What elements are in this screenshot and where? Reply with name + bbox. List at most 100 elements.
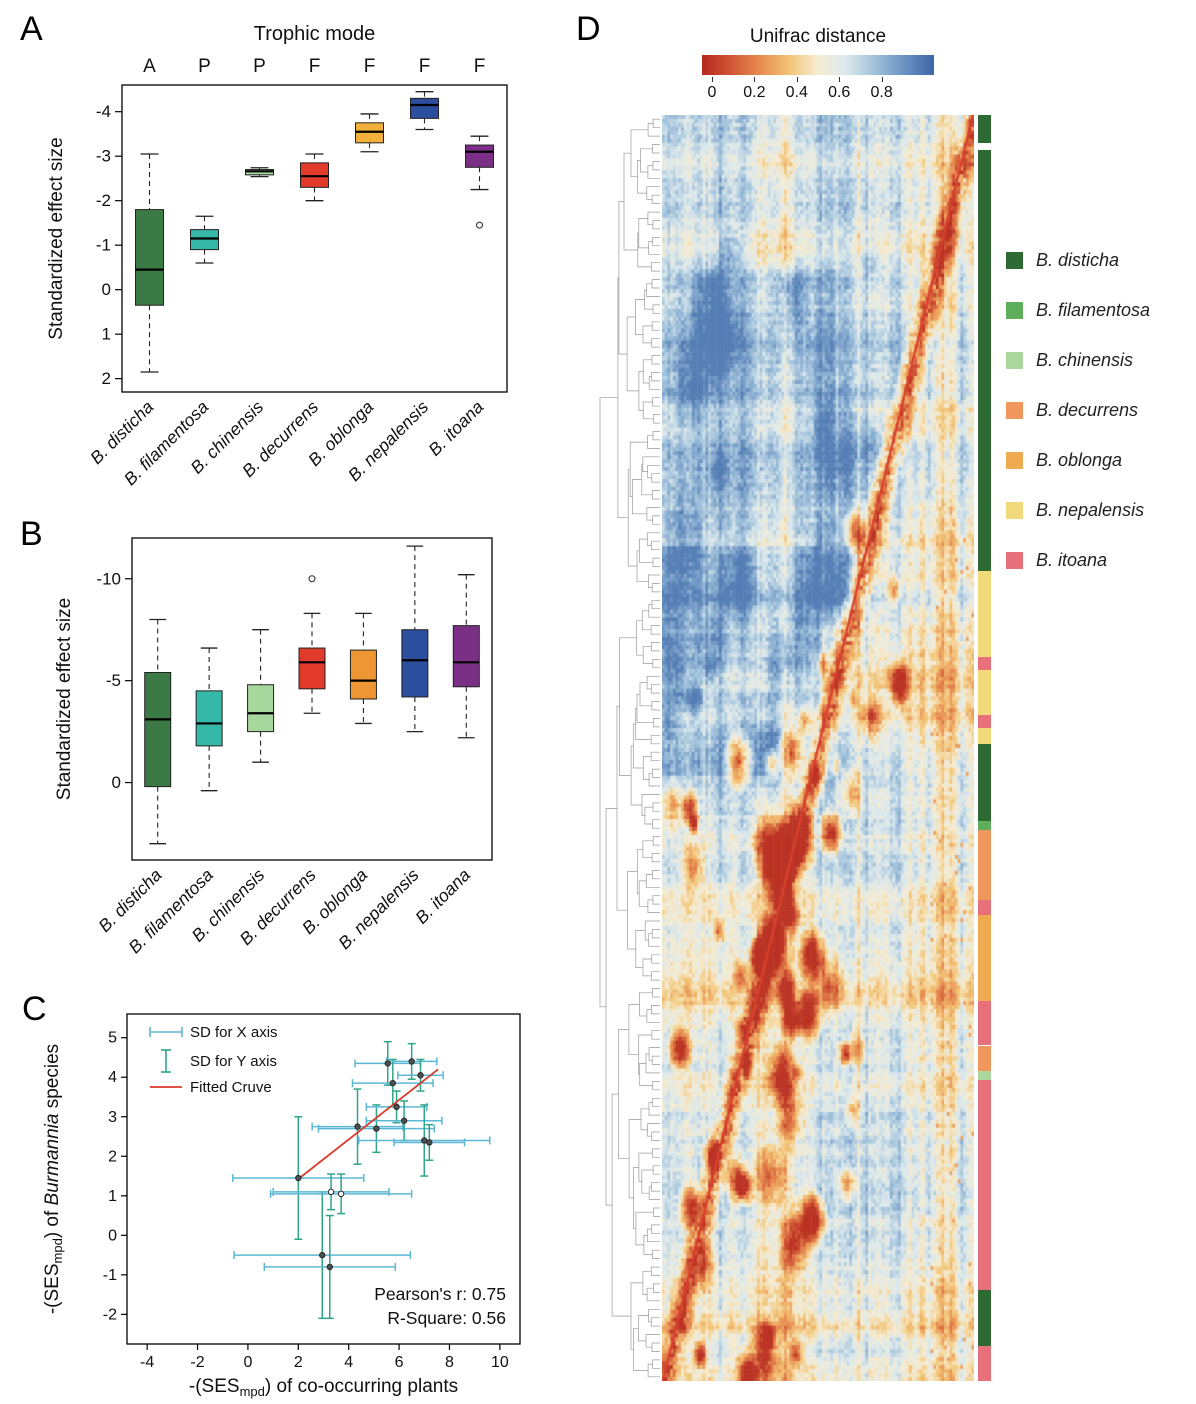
dendrogram — [599, 118, 660, 1378]
strip-segment — [978, 570, 991, 657]
strip-segment — [978, 715, 991, 728]
trophic-mode-letter: P — [198, 56, 211, 77]
plot-frame — [131, 537, 493, 861]
legend-item: B. nepalensis — [1006, 500, 1150, 521]
legend-label: SD for Y axis — [190, 1053, 277, 1070]
boxplot-b-disticha — [144, 618, 172, 845]
data-point — [373, 1125, 380, 1132]
box — [410, 97, 439, 119]
strip-segment — [978, 656, 991, 670]
data-point — [337, 1190, 345, 1198]
legend-species-label: B. filamentosa — [1036, 300, 1151, 320]
box — [135, 209, 164, 306]
colorbar-tick-label: 0.2 — [743, 84, 766, 101]
data-point — [417, 1072, 424, 1079]
heatmap-species-legend: B. disticha B. filamentosa B. chinensis B. … — [1006, 250, 1150, 571]
box — [144, 672, 172, 788]
legend-item: B. itoana — [1006, 550, 1150, 571]
y-tick-label: 3 — [108, 1109, 117, 1126]
y-tick-label: 2 — [102, 369, 111, 388]
legend-item: B. chinensis — [1006, 350, 1150, 371]
boxplot-b-filamentosa — [195, 647, 223, 792]
boxplot-b-chinensis — [245, 167, 274, 178]
strip-segment — [978, 1070, 991, 1080]
boxplot-panel-a: Trophic mode Standardized effect size -4 -3… — [46, 23, 508, 489]
x-tick-label: 2 — [294, 1354, 303, 1371]
boxplot-b-decurrens — [298, 575, 326, 714]
strip-segment — [978, 1345, 991, 1381]
trophic-mode-letter: A — [143, 56, 156, 77]
trophic-mode-letter: F — [309, 56, 321, 77]
boxplot-b-nepalensis — [401, 545, 429, 733]
y-tick-label: -4 — [96, 102, 111, 121]
colorbar-tick-mark — [796, 77, 798, 82]
boxplot-b-filamentosa — [190, 215, 219, 264]
outlier-point — [475, 221, 484, 229]
r-square-text: R-Square: 0.56 — [387, 1308, 506, 1328]
data-point — [389, 1079, 396, 1087]
strip-segment — [978, 115, 991, 143]
boxplot-b-disticha — [135, 153, 164, 373]
y-tick-label: -5 — [106, 671, 121, 690]
dendrogram-tree — [599, 118, 660, 1378]
y-tick-label: 0 — [112, 773, 121, 792]
colorbar-tick-label: 0.4 — [785, 84, 808, 101]
data-point — [408, 1058, 415, 1065]
y-axis-label: Standardized effect size — [54, 598, 75, 800]
x-tick-label: 4 — [344, 1354, 353, 1371]
data-point — [393, 1103, 400, 1111]
y-tick-label: 2 — [108, 1148, 117, 1165]
strip-segment — [978, 744, 991, 822]
strip-segment — [978, 1289, 991, 1346]
strip-segment — [978, 1001, 991, 1046]
box — [401, 629, 429, 698]
strip-segment — [978, 1045, 991, 1071]
trophic-mode-letter: F — [364, 56, 376, 77]
panel-title: Trophic mode — [254, 23, 376, 45]
box — [300, 162, 329, 188]
boxplot-panel-b: Standardized effect size-10-50B. distich… — [54, 537, 493, 957]
panel-a-label: A — [20, 10, 43, 48]
colorbar-tick-label: 0 — [707, 84, 717, 101]
y-tick-label: -2 — [103, 1306, 117, 1323]
box — [465, 144, 494, 168]
box — [452, 625, 480, 688]
legend-swatch — [1006, 452, 1023, 469]
panel-d-label: D — [576, 10, 601, 48]
species-color-strip — [978, 115, 991, 1381]
data-point — [354, 1123, 361, 1130]
plot-frame — [121, 84, 508, 393]
plot-group: Standardized effect size-10-50B. distich… — [54, 537, 493, 957]
strip-segment — [978, 915, 991, 1002]
x-tick-label: 6 — [395, 1354, 404, 1371]
y-tick-label: 1 — [108, 1188, 117, 1205]
fitted-line — [296, 1068, 439, 1181]
boxplot-b-itoana — [452, 574, 480, 739]
boxplot-b-chinensis — [247, 629, 275, 763]
colorbar-gradient — [702, 55, 934, 75]
plot-frame — [126, 1013, 521, 1345]
legend-swatch — [1006, 352, 1023, 369]
boxplot-b-itoana — [465, 135, 494, 229]
x-tick-label: 10 — [491, 1354, 509, 1371]
strip-segment — [978, 821, 991, 831]
colorbar-title: Unifrac distance — [749, 26, 887, 47]
boxplot-b-nepalensis — [410, 91, 439, 131]
x-axis-label: -(SESmpd) of co-occurring plants — [189, 1376, 458, 1399]
legend-label: SD for X axis — [190, 1024, 278, 1041]
colorbar-tick-mark — [754, 77, 756, 82]
strip-segment — [978, 727, 991, 745]
legend-species-label: B. itoana — [1036, 550, 1108, 570]
colorbar-ticks: 0 0.2 0.4 0.6 0.8 — [702, 77, 934, 103]
legend-species-label: B. disticha — [1036, 250, 1120, 270]
x-tick-label: -2 — [190, 1354, 204, 1371]
legend-item: B. disticha — [1006, 250, 1150, 271]
box — [355, 122, 384, 144]
y-tick-label: -1 — [96, 236, 111, 255]
scatter-legend: SD for X axis SD for Y axis Fitted Cruve — [149, 1024, 278, 1096]
y-tick-label: -10 — [96, 569, 121, 588]
y-tick-label: 0 — [102, 280, 111, 299]
